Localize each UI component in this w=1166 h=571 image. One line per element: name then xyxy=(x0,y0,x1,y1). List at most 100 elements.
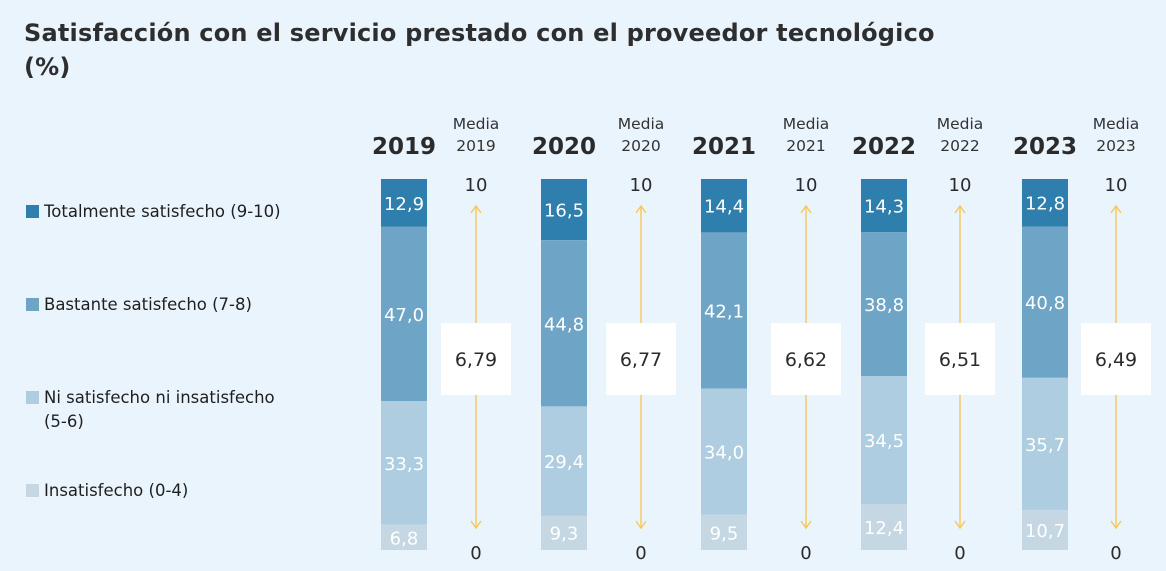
media-header: Media xyxy=(937,115,984,133)
bar-segment xyxy=(701,514,747,550)
media-header: Media xyxy=(783,115,830,133)
media-year: 2020 xyxy=(621,137,660,155)
bar-segment xyxy=(541,240,587,407)
year-label: 2022 xyxy=(852,134,916,160)
year-label: 2021 xyxy=(692,134,756,160)
media-year: 2022 xyxy=(940,137,979,155)
bar-segment xyxy=(381,524,427,550)
bar-value-label: 14,3 xyxy=(864,197,904,218)
bar-value-label: 44,8 xyxy=(544,314,584,335)
bar-segment xyxy=(381,179,427,227)
legend-swatch xyxy=(26,391,39,404)
bar-value-label: 10,7 xyxy=(1025,521,1065,542)
bar-value-label: 35,7 xyxy=(1025,435,1065,456)
legend-swatch xyxy=(26,205,39,218)
legend-label: Ni satisfecho ni insatisfecho (5-6) xyxy=(44,386,275,434)
arrow-up-icon xyxy=(954,204,966,214)
media-header: Media xyxy=(1093,115,1140,133)
media-year: 2023 xyxy=(1096,137,1135,155)
chart-title-line-1: Satisfacción con el servicio prestado co… xyxy=(24,19,935,47)
bar-value-label: 12,9 xyxy=(384,194,424,215)
bar-value-label: 16,5 xyxy=(544,201,584,222)
bar-value-label: 33,3 xyxy=(384,454,424,475)
bar-value-label: 29,4 xyxy=(544,452,584,473)
bar-segment xyxy=(541,406,587,516)
bar-segment xyxy=(861,232,907,377)
media-value-label: 6,77 xyxy=(620,349,662,371)
arrow-down-icon xyxy=(635,520,647,530)
legend-label-line-2: (5-6) xyxy=(44,412,84,431)
chart-title-line-2: (%) xyxy=(24,53,71,81)
bar-value-label: 34,5 xyxy=(864,431,904,452)
legend-label-line-1: Ni satisfecho ni insatisfecho xyxy=(44,388,275,407)
bar-segment xyxy=(701,179,747,233)
media-value-box xyxy=(1081,323,1151,395)
media-scale-max: 10 xyxy=(795,175,818,196)
year-label: 2020 xyxy=(532,134,596,160)
bar-segment xyxy=(1022,510,1068,550)
bar-segment xyxy=(861,376,907,504)
legend-swatch xyxy=(26,484,39,497)
legend-swatch xyxy=(26,298,39,311)
media-scale-max: 10 xyxy=(1105,175,1128,196)
bar-value-label: 9,5 xyxy=(710,523,739,544)
bar-value-label: 9,3 xyxy=(550,524,579,545)
bar-value-label: 42,1 xyxy=(704,302,744,323)
arrow-up-icon xyxy=(470,204,482,214)
media-header: Media xyxy=(618,115,665,133)
bar-segment xyxy=(1022,377,1068,511)
bar-segment xyxy=(701,232,747,389)
bar-value-label: 12,8 xyxy=(1025,194,1065,215)
arrow-down-icon xyxy=(800,520,812,530)
bar-segment xyxy=(861,179,907,233)
bar-segment xyxy=(381,401,427,525)
media-value-box xyxy=(925,323,995,395)
media-value-label: 6,79 xyxy=(455,349,497,371)
media-year: 2019 xyxy=(456,137,495,155)
legend-item-totalmente-satisfecho: Totalmente satisfecho (9-10) xyxy=(26,200,281,224)
media-value-box xyxy=(441,323,511,395)
bar-segment xyxy=(861,503,907,550)
bar-value-label: 47,0 xyxy=(384,305,424,326)
arrow-down-icon xyxy=(954,520,966,530)
bar-segment xyxy=(541,515,587,550)
chart-title: Satisfacción con el servicio prestado co… xyxy=(24,16,984,84)
media-scale-max: 10 xyxy=(949,175,972,196)
bar-segment xyxy=(1022,179,1068,227)
bar-value-label: 34,0 xyxy=(704,443,744,464)
bar-value-label: 12,4 xyxy=(864,518,904,539)
media-scale-min: 0 xyxy=(1110,543,1121,564)
media-scale-max: 10 xyxy=(630,175,653,196)
legend-item-insatisfecho: Insatisfecho (0-4) xyxy=(26,479,188,503)
media-scale-min: 0 xyxy=(800,543,811,564)
arrow-up-icon xyxy=(635,204,647,214)
media-header: Media xyxy=(453,115,500,133)
legend-label: Bastante satisfecho (7-8) xyxy=(44,295,252,314)
bar-value-label: 6,8 xyxy=(390,528,419,549)
year-label: 2023 xyxy=(1013,134,1077,160)
media-scale-min: 0 xyxy=(470,543,481,564)
legend-item-bastante-satisfecho: Bastante satisfecho (7-8) xyxy=(26,293,252,317)
legend-label: Insatisfecho (0-4) xyxy=(44,481,189,500)
bar-segment xyxy=(701,388,747,515)
year-label: 2019 xyxy=(372,134,436,160)
bar-segment xyxy=(1022,226,1068,378)
media-scale-min: 0 xyxy=(635,543,646,564)
media-value-label: 6,62 xyxy=(785,349,827,371)
bar-segment xyxy=(381,226,427,402)
bar-value-label: 38,8 xyxy=(864,295,904,316)
bar-value-label: 40,8 xyxy=(1025,293,1065,314)
media-value-box xyxy=(771,323,841,395)
media-value-box xyxy=(606,323,676,395)
media-scale-max: 10 xyxy=(465,175,488,196)
media-value-label: 6,51 xyxy=(939,349,981,371)
media-scale-min: 0 xyxy=(954,543,965,564)
bar-segment xyxy=(541,179,587,241)
arrow-down-icon xyxy=(470,520,482,530)
bar-value-label: 14,4 xyxy=(704,197,744,218)
legend-label: Totalmente satisfecho (9-10) xyxy=(44,202,281,221)
arrow-down-icon xyxy=(1110,520,1122,530)
arrow-up-icon xyxy=(800,204,812,214)
legend-item-ni-satisfecho: Ni satisfecho ni insatisfecho (5-6) xyxy=(26,386,275,434)
